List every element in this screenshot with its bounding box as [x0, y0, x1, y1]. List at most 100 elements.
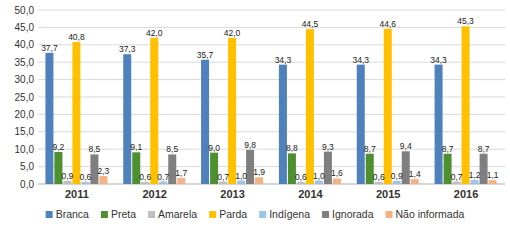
bar [219, 182, 227, 184]
bar [255, 177, 263, 184]
data-label: 9,3 [322, 142, 334, 152]
bar [393, 181, 401, 184]
bar [99, 176, 107, 184]
y-tick-label: 15,0 [15, 126, 35, 137]
bar [453, 182, 461, 184]
legend-swatch [209, 211, 216, 218]
data-label: 8,5 [89, 144, 101, 154]
legend-item: Ignorada [322, 208, 374, 220]
legend-swatch [148, 211, 155, 218]
grid-line [38, 44, 505, 45]
data-label: 0,9 [62, 171, 74, 181]
legend-label: Indígena [269, 208, 310, 220]
data-label: 8,7 [364, 144, 376, 154]
data-label: 35,7 [197, 50, 214, 60]
bar [471, 180, 479, 184]
data-label: 44,6 [379, 19, 396, 29]
legend-label: Preta [111, 208, 136, 220]
data-label: 45,3 [457, 16, 474, 26]
legend-swatch [385, 211, 392, 218]
data-label: 0,6 [295, 172, 307, 182]
bar [123, 54, 131, 184]
data-label: 34,3 [352, 55, 369, 65]
data-label: 0,7 [451, 172, 463, 182]
legend-label: Ignorada [332, 208, 374, 220]
x-tick-label: 2011 [65, 188, 89, 200]
data-label: 0,6 [139, 172, 151, 182]
data-label: 8,7 [478, 144, 490, 154]
data-label: 9,0 [208, 143, 220, 153]
x-tick-label: 2014 [298, 188, 323, 200]
y-tick-label: 0,0 [20, 179, 34, 190]
y-tick-label: 35,0 [15, 57, 35, 68]
bar [150, 38, 158, 184]
y-tick-label: 45,0 [15, 22, 35, 33]
data-label: 42,0 [146, 28, 163, 38]
data-label: 1,4 [409, 169, 421, 179]
bar [411, 179, 419, 184]
x-tick-label: 2013 [220, 188, 244, 200]
data-label: 0,6 [80, 172, 92, 182]
grid-line [38, 27, 505, 28]
bar [297, 182, 305, 184]
data-label: 34,3 [430, 55, 447, 65]
legend-swatch [322, 211, 329, 218]
bar [375, 182, 383, 184]
data-label: 1,7 [175, 168, 187, 178]
data-label: 1,2 [469, 170, 481, 180]
data-label: 8,8 [286, 143, 298, 153]
data-label: 0,7 [217, 172, 229, 182]
x-tick-label: 2016 [454, 188, 478, 200]
data-label: 40,8 [68, 32, 85, 42]
bar [177, 178, 185, 184]
data-label: 9,1 [130, 142, 142, 152]
data-label: 9,4 [400, 141, 412, 151]
data-label: 0,9 [391, 171, 403, 181]
data-label: 0,7 [157, 172, 169, 182]
bar [141, 182, 149, 184]
legend-swatch [259, 211, 266, 218]
y-tick-label: 25,0 [15, 92, 35, 103]
legend: Branca Preta Amarela Parda Indígena Ignorada N… [46, 208, 465, 220]
bars [45, 26, 496, 184]
bar [315, 181, 323, 184]
legend-label: Branca [56, 208, 89, 220]
bar [333, 178, 341, 184]
data-label: 1,0 [235, 171, 247, 181]
bar [63, 181, 71, 184]
bar [81, 182, 89, 184]
legend-item: Indígena [259, 208, 310, 220]
data-label: 8,7 [442, 144, 454, 154]
y-tick-label: 40,0 [15, 39, 35, 50]
data-label: 1,1 [487, 170, 499, 180]
bar [357, 65, 365, 184]
bar [462, 26, 470, 184]
data-label: 37,7 [41, 43, 58, 53]
bar [45, 53, 53, 184]
legend-swatch [101, 211, 108, 218]
y-tick-label: 50,0 [15, 5, 35, 16]
data-label: 34,3 [275, 55, 292, 65]
data-label: 42,0 [224, 28, 241, 38]
legend-item: Preta [101, 208, 136, 220]
legend-item: Amarela [148, 208, 197, 220]
chart: 0,05,010,015,020,025,030,035,040,045,050… [0, 0, 510, 229]
grid-line [38, 10, 505, 11]
data-label: 1,9 [253, 167, 265, 177]
data-label: 2,3 [98, 166, 110, 176]
data-label: 37,3 [119, 44, 136, 54]
legend-swatch [46, 211, 53, 218]
data-labels: 37,7 9,2 0,9 40,8 0,6 8,5 2,3 37,3 9,1 0,6 42,0 0,7… [41, 16, 499, 182]
data-label: 1,0 [313, 171, 325, 181]
legend-label: Não informada [395, 208, 464, 220]
data-label: 9,2 [53, 142, 65, 152]
legend-item: Parda [209, 208, 247, 220]
bar [228, 38, 236, 184]
bar [384, 29, 392, 184]
legend-label: Parda [219, 208, 247, 220]
bar [201, 60, 209, 184]
bar [72, 42, 80, 184]
data-label: 9,8 [244, 140, 256, 150]
data-label: 1,6 [331, 168, 343, 178]
bar [237, 181, 245, 184]
